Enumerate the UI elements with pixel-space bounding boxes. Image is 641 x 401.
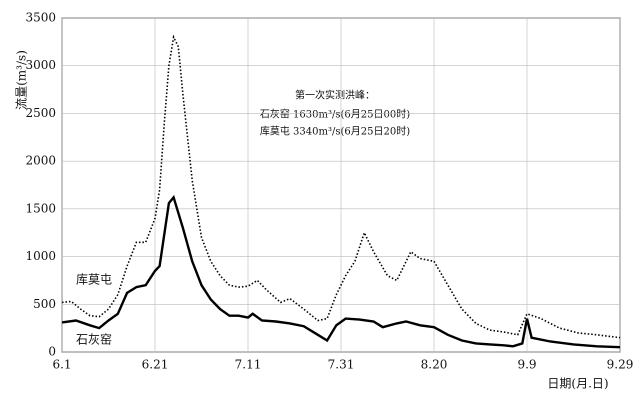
x-tick-label: 7.11: [235, 358, 262, 372]
x-tick-label: 8.20: [421, 358, 448, 372]
y-tick-label: 2000: [25, 154, 56, 168]
x-tick-label: 9.9: [517, 358, 536, 372]
y-tick-label: 500: [33, 297, 56, 311]
y-tick-label: 1000: [25, 249, 56, 263]
series-line: [61, 194, 621, 349]
series-line: [61, 34, 621, 339]
x-tick-label: 6.21: [142, 358, 169, 372]
annotation: 石灰窑 1630m³/s(6月25日00时): [260, 108, 410, 121]
y-axis-label: 流量(m³/s): [15, 50, 29, 110]
series-label: 石灰窑: [76, 332, 112, 347]
y-tick-label: 1500: [25, 201, 56, 215]
annotation: 库莫屯 3340m³/s(6月25日20时): [260, 125, 410, 138]
x-tick-label: 6.1: [52, 358, 71, 372]
y-tick-label: 2500: [25, 106, 56, 120]
y-tick-label: 3000: [25, 58, 56, 72]
y-tick-label: 3500: [25, 11, 56, 25]
y-tick-label: 0: [48, 345, 56, 359]
x-axis-label: 日期(月.日): [547, 377, 608, 391]
x-tick-label: 7.31: [328, 358, 355, 372]
x-tick-label: 9.29: [607, 358, 634, 372]
annotation: 第一次实测洪峰：: [295, 89, 375, 102]
series-label: 库莫屯: [76, 272, 112, 287]
